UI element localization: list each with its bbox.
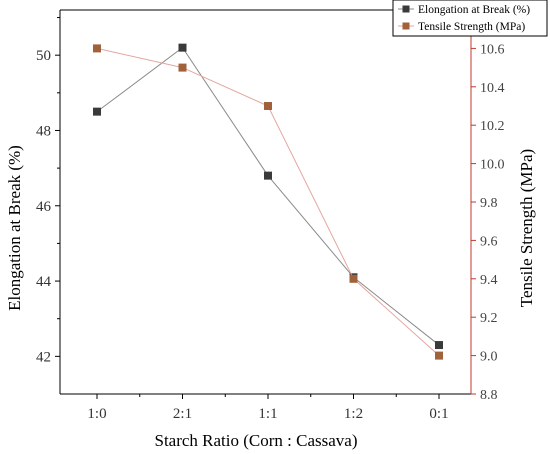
right-tick-label: 10.4 [480, 81, 505, 96]
data-point-tensile-4 [435, 351, 443, 360]
right-tick-label: 9.0 [480, 350, 498, 365]
x-tick-label: 2:1 [173, 406, 192, 422]
left-tick-label: 50 [36, 48, 51, 64]
right-tick-label: 10.2 [480, 119, 505, 134]
x-tick-label: 1:2 [344, 406, 363, 422]
legend: Elongation at Break (%) Tensile Strength… [392, 0, 548, 37]
legend-entry-tensile: Tensile Strength (MPa) [398, 21, 525, 33]
data-point-tensile-2 [264, 102, 272, 110]
left-axis: 42 44 46 48 50 [36, 17, 60, 365]
legend-marker-elongation [402, 5, 410, 13]
data-point-tensile-0 [93, 44, 101, 53]
left-tick-label: 44 [36, 274, 52, 290]
data-point-elongation-1 [178, 43, 187, 52]
x-tick-label: 1:1 [258, 406, 277, 422]
right-tick-label: 9.4 [480, 273, 498, 288]
legend-label-elongation: Elongation at Break (%) [418, 4, 530, 16]
x-tick-label: 0:1 [429, 406, 448, 422]
series-layer [93, 43, 443, 360]
right-axis: 8.89.09.29.49.69.810.010.210.410.610.8 [471, 4, 505, 403]
right-tick-label: 9.2 [480, 311, 498, 326]
x-axis: 1:0 2:1 1:1 1:2 0:1 [87, 394, 449, 422]
right-tick-label: 9.6 [480, 234, 498, 249]
right-axis-label: Tensile Strength (MPa) [517, 149, 536, 307]
right-tick-label: 9.8 [480, 196, 498, 211]
plot-frame [59, 9, 472, 395]
legend-marker-tensile [402, 22, 410, 30]
left-axis-label: Elongation at Break (%) [5, 145, 24, 311]
data-point-elongation-2 [264, 171, 272, 180]
left-tick-label: 46 [36, 199, 52, 215]
left-tick-label: 48 [36, 123, 51, 139]
series-line-tensile [96, 47, 440, 356]
left-tick-label: 42 [36, 349, 51, 365]
data-point-elongation-0 [93, 107, 101, 116]
legend-label-tensile: Tensile Strength (MPa) [418, 21, 525, 33]
right-tick-label: 10.0 [480, 158, 505, 173]
right-tick-label: 8.8 [480, 388, 498, 403]
x-tick-label: 1:0 [87, 406, 106, 422]
x-axis-label: Starch Ratio (Corn : Cassava) [154, 431, 357, 450]
legend-box [392, 0, 548, 37]
right-tick-label: 10.6 [480, 42, 505, 57]
legend-entry-elongation: Elongation at Break (%) [398, 4, 530, 16]
data-point-tensile-1 [178, 63, 187, 72]
data-point-tensile-3 [349, 274, 358, 283]
series-line-elongation [96, 46, 440, 346]
data-point-elongation-4 [435, 341, 443, 350]
